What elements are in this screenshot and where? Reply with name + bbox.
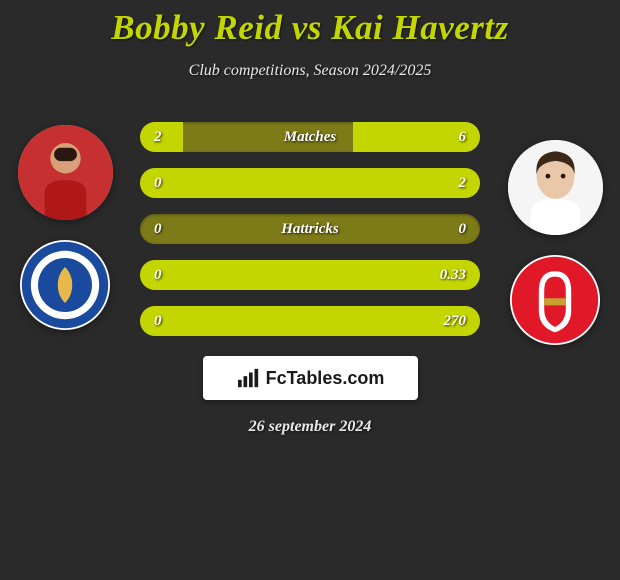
club-badge-icon — [510, 255, 600, 345]
stat-row: 0Goals2 — [140, 168, 480, 198]
page-title: Bobby Reid vs Kai Havertz — [0, 8, 620, 48]
stat-value-left: 0 — [140, 267, 176, 284]
avatar-silhouette-icon — [18, 125, 113, 220]
player-left-club-badge — [20, 240, 110, 330]
stat-value-right: 270 — [430, 313, 481, 330]
stat-row: 0 Hattricks 0 — [140, 214, 480, 244]
date-label: 26 september 2024 — [0, 418, 620, 436]
stat-label: Matches — [284, 129, 337, 146]
player-right-club-badge — [510, 255, 600, 345]
stat-value-left: 0 — [140, 313, 176, 330]
player-right-avatar — [508, 140, 603, 235]
stat-value-left: 0 — [140, 175, 176, 192]
stat-value-right: 0.33 — [426, 267, 480, 284]
subtitle: Club competitions, Season 2024/2025 — [0, 62, 620, 80]
player-left-column — [10, 125, 120, 330]
club-badge-icon — [20, 240, 110, 330]
comparison-container: Bobby Reid vs Kai Havertz Club competiti… — [0, 0, 620, 436]
stat-row: 0Min per goal270 — [140, 306, 480, 336]
stat-fill-right — [140, 168, 480, 198]
player-right-column — [500, 140, 610, 345]
stat-value-right: 6 — [445, 129, 481, 146]
stats-list: 2Matches60Goals20Hattricks00Goals per ma… — [140, 122, 480, 336]
brand-box[interactable]: FcTables.com — [203, 356, 418, 400]
stat-value-left: 0 — [140, 221, 176, 238]
stat-row: 0Goals per match0.33 — [140, 260, 480, 290]
stat-row: 2 Matches 6 — [140, 122, 480, 152]
stat-label: Hattricks — [281, 221, 339, 238]
stat-value-right: 0 — [445, 221, 481, 238]
chart-icon — [236, 367, 262, 389]
stat-value-left: 2 — [140, 129, 176, 146]
stat-value-right: 2 — [445, 175, 481, 192]
player-left-avatar — [18, 125, 113, 220]
avatar-silhouette-icon — [508, 140, 603, 235]
brand-text: FcTables.com — [266, 368, 385, 389]
main-area: 2Matches60Goals20Hattricks00Goals per ma… — [0, 110, 620, 350]
